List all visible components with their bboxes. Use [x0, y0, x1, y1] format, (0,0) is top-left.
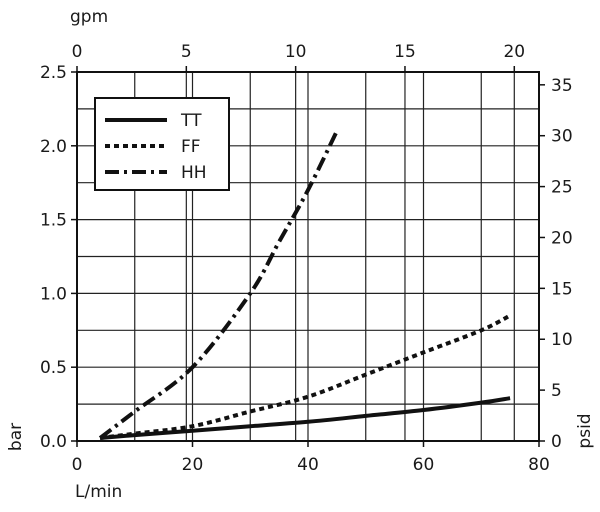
y-left-tick-label: 1.5: [40, 211, 67, 231]
y-left-tick-label: 0.5: [40, 358, 67, 378]
y-left-tick-label: 2.0: [40, 137, 67, 157]
x-bottom-tick-label: 40: [297, 455, 319, 475]
x-top-tick-label: 5: [181, 42, 192, 62]
y-right-tick-label: 0: [551, 432, 562, 452]
y-right-tick-label: 30: [551, 127, 573, 147]
y-right-tick-label: 5: [551, 381, 562, 401]
y-right-tick-label: 20: [551, 228, 573, 248]
x-top-tick-label: 20: [503, 42, 525, 62]
series-line-ff: [99, 313, 512, 440]
x-top-tick-label: 15: [394, 42, 416, 62]
legend: TT FF HH: [94, 97, 230, 191]
x-top-axis-label: gpm: [70, 7, 108, 27]
tick-labels: 0 20 40 60 800 5 10 15 200.00.51.01.52.02.505101…: [40, 42, 573, 475]
x-top-tick-label: 0: [72, 42, 83, 62]
y-left-tick-label: 1.0: [40, 284, 67, 304]
x-top-tick-label: 10: [285, 42, 307, 62]
x-bottom-tick-label: 60: [413, 455, 435, 475]
y-right-tick-label: 35: [551, 76, 573, 96]
series-lines: [98, 130, 512, 440]
x-bottom-tick-label: 80: [528, 455, 550, 475]
series-line-hh: [98, 130, 339, 440]
y-left-tick-label: 0.0: [40, 432, 67, 452]
y-right-tick-label: 15: [551, 279, 573, 299]
legend-label-tt: TT: [180, 111, 202, 131]
x-bottom-tick-label: 20: [182, 455, 204, 475]
y-right-tick-label: 10: [551, 330, 573, 350]
axis-labels: L/min gpm bar psid: [6, 7, 595, 502]
legend-label-ff: FF: [181, 137, 201, 157]
y-right-tick-label: 25: [551, 178, 573, 198]
y-left-axis-label: bar: [6, 423, 26, 451]
y-left-tick-label: 2.5: [40, 63, 67, 83]
grid: [77, 72, 539, 441]
x-bottom-tick-label: 0: [72, 455, 83, 475]
legend-label-hh: HH: [181, 163, 207, 183]
series-line-tt: [99, 396, 511, 440]
y-right-axis-label: psid: [575, 413, 595, 448]
x-bottom-axis-label: L/min: [75, 482, 122, 502]
